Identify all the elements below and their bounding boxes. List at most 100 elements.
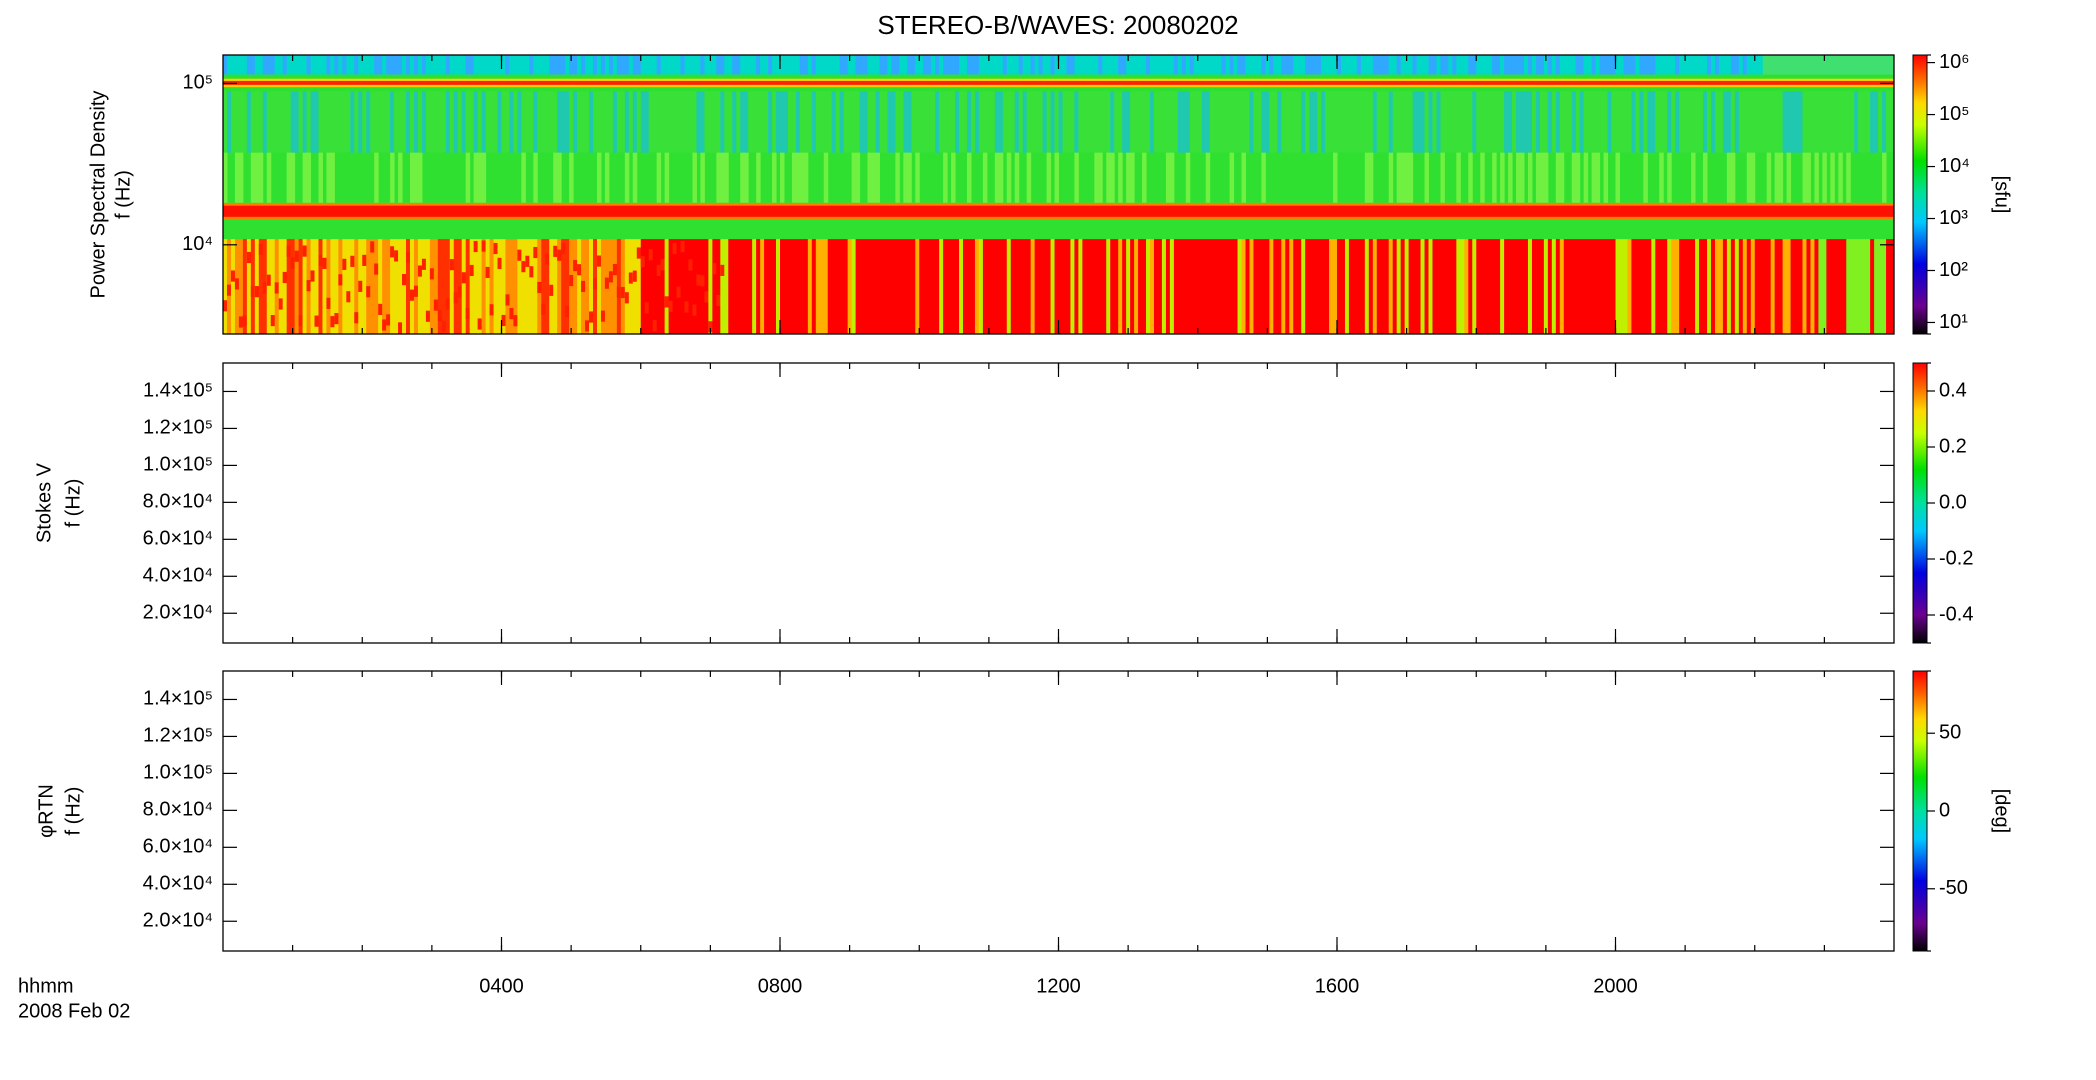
spectrogram-texture: [394, 55, 399, 75]
spectrogram-texture: [835, 239, 841, 334]
spectrogram-texture: [489, 91, 495, 153]
spectrogram-texture: [437, 309, 443, 322]
spectrogram-texture: [469, 264, 475, 277]
spectrogram-texture: [1408, 239, 1414, 334]
spectrogram-texture: [1384, 239, 1390, 334]
x-axis-label: hhmm: [18, 975, 74, 997]
spectrogram-texture: [640, 239, 646, 334]
spectrogram-texture: [815, 239, 821, 334]
spectrogram-texture: [1213, 239, 1219, 334]
spectrogram-texture: [354, 91, 359, 153]
spectrogram-texture: [863, 91, 869, 153]
spectrogram-texture: [1006, 55, 1012, 75]
spectrogram-texture: [513, 239, 518, 334]
spectrogram-texture: [549, 91, 554, 153]
spectrogram-texture: [1030, 239, 1036, 334]
spectrogram-texture: [1591, 152, 1597, 203]
spectrogram-texture: [1615, 239, 1620, 334]
spectrogram-texture: [445, 55, 451, 75]
spectrogram-texture: [684, 91, 689, 153]
spectrogram-texture: [1114, 55, 1119, 75]
spectrogram-texture: [1659, 152, 1664, 203]
spectrogram-texture: [1527, 91, 1533, 153]
spectrogram-texture: [823, 55, 829, 75]
spectrogram-texture: [1838, 239, 1843, 334]
spectrogram-texture: [445, 91, 451, 153]
spectrogram-texture: [1368, 239, 1374, 334]
spectrogram-texture: [1384, 55, 1390, 75]
spectrogram-texture: [1539, 55, 1545, 75]
spectrogram-texture: [565, 305, 570, 317]
spectrogram-texture: [1683, 91, 1688, 153]
spectrogram-texture: [509, 55, 514, 75]
spectrogram-texture: [716, 239, 721, 334]
spectrogram-texture: [1886, 55, 1891, 75]
spectrogram-texture: [990, 55, 996, 75]
spectrogram-texture: [1543, 152, 1549, 203]
spectrogram-texture: [604, 152, 610, 203]
spectrogram-texture: [362, 239, 367, 334]
spectrogram-texture: [1134, 239, 1139, 334]
spectrogram-texture: [1699, 55, 1704, 75]
spectrogram-texture: [346, 91, 351, 153]
spectrogram-texture: [1802, 152, 1807, 203]
spectrogram-texture: [668, 55, 674, 75]
spectrogram-texture: [1647, 239, 1652, 334]
spectrogram-texture: [517, 249, 522, 261]
spectrogram-texture: [390, 55, 395, 75]
spectrogram-texture: [386, 55, 391, 75]
spectrogram-texture: [1030, 55, 1036, 75]
spectrogram-texture: [867, 91, 873, 153]
spectrogram-texture: [672, 55, 678, 75]
spectrogram-texture: [1878, 55, 1883, 75]
spectrogram-texture: [1237, 239, 1243, 334]
spectrogram-texture: [1826, 239, 1831, 334]
spectrogram-texture: [1432, 55, 1437, 75]
spectrogram-texture: [1691, 55, 1696, 75]
spectrogram-texture: [1579, 91, 1585, 153]
spectrogram-texture: [875, 55, 880, 75]
spectrogram-texture: [935, 91, 940, 153]
spectrogram-texture: [656, 91, 662, 153]
spectrogram-texture: [417, 265, 423, 277]
spectrogram-texture: [342, 55, 347, 75]
spectrogram-texture: [1555, 239, 1561, 334]
spectrogram-texture: [1858, 91, 1863, 153]
spectrogram-texture: [855, 239, 861, 334]
spectrogram-texture: [1205, 239, 1211, 334]
spectrogram-texture: [1822, 55, 1827, 75]
y-axis-label: φRTN: [35, 784, 57, 838]
spectrogram-texture: [589, 311, 594, 323]
spectrogram-texture: [927, 91, 932, 153]
spectrogram-texture: [636, 55, 642, 75]
spectrogram-texture: [1221, 91, 1227, 153]
spectrogram-texture: [585, 320, 590, 332]
spectrogram-texture: [680, 241, 686, 253]
spectrogram-texture: [640, 256, 646, 268]
spectrogram-texture: [330, 316, 335, 328]
spectrogram-texture: [561, 55, 566, 75]
spectrogram-texture: [1643, 152, 1648, 203]
spectrogram-texture: [1543, 91, 1549, 153]
spectrogram-texture: [421, 91, 427, 153]
spectrogram-texture: [541, 303, 546, 315]
spectrogram-texture: [501, 314, 506, 327]
spectrogram-texture: [290, 152, 296, 203]
spectrogram-texture: [1667, 55, 1672, 75]
spectrogram-texture: [831, 91, 837, 153]
spectrogram-texture: [959, 239, 964, 334]
spectrogram-texture: [1241, 55, 1246, 75]
spectrogram-texture: [254, 286, 260, 298]
spectrogram-texture: [935, 239, 940, 334]
spectrogram-texture: [449, 91, 455, 153]
spectrogram-texture: [1428, 239, 1433, 334]
spectrogram-texture: [461, 239, 467, 334]
spectrogram-texture: [736, 239, 741, 334]
spectrogram-texture: [931, 55, 936, 75]
colorbar-tick-label: 10⁴: [1939, 155, 1970, 177]
spectrogram-texture: [760, 55, 765, 75]
spectrogram-texture: [1452, 91, 1457, 153]
spectrogram-texture: [1404, 152, 1410, 203]
spectrogram-texture: [390, 152, 395, 203]
spectrogram-texture: [1750, 91, 1756, 153]
